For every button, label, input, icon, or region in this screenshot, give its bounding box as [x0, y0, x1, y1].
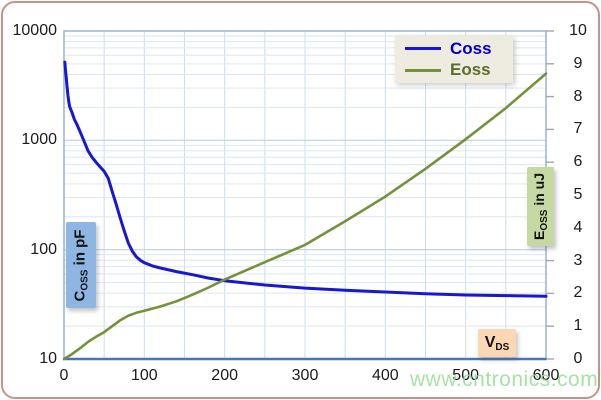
eoss-curve [62, 72, 548, 361]
left-tick-label: 10000 [12, 22, 58, 39]
x-axis-title: VDS [478, 329, 516, 357]
legend-label-eoss: Eoss [450, 60, 491, 80]
coss-line-swatch [405, 47, 441, 51]
coss-curve [63, 60, 548, 298]
right-tick-label: 1 [573, 317, 583, 335]
right-tick-label: 5 [573, 186, 583, 203]
right-axis-title: EOSS in uJ [527, 167, 554, 246]
left-tick-label: 100 [30, 240, 57, 258]
left-axis-title-text: COSS in pF [71, 229, 91, 301]
x-tick-label: 500 [452, 367, 479, 384]
x-tick-label: 200 [211, 367, 238, 384]
right-tick-label: 6 [573, 153, 583, 171]
x-tick-label: 100 [130, 367, 158, 384]
right-tick-label: 10 [569, 22, 587, 39]
right-axis-title-text: EOSS in uJ [531, 172, 550, 241]
right-tick-label: 0 [573, 350, 583, 367]
x-axis-title-text: VDS [484, 333, 510, 353]
x-tick-label: 400 [371, 367, 399, 384]
left-tick-label: 1000 [21, 131, 57, 149]
right-tick-label: 3 [573, 251, 583, 269]
legend-item-coss: Coss [395, 38, 513, 58]
right-tick-label: 2 [573, 284, 583, 302]
x-tick-label: 0 [59, 367, 69, 384]
legend: Coss Eoss [395, 36, 513, 83]
x-tick-label: 600 [532, 367, 560, 384]
x-tick-label: 300 [291, 367, 319, 384]
watermark: www.cntronics.com [410, 368, 599, 391]
left-tick-label: 10 [39, 350, 57, 367]
legend-label-coss: Coss [450, 38, 492, 58]
right-tick-label: 7 [573, 120, 583, 138]
right-tick-label: 9 [573, 54, 583, 72]
legend-item-eoss: Eoss [395, 61, 513, 79]
eoss-line-swatch [405, 68, 441, 72]
right-tick-label: 8 [573, 87, 583, 105]
right-tick-label: 4 [573, 218, 583, 236]
left-axis-title: COSS in pF [66, 222, 96, 308]
